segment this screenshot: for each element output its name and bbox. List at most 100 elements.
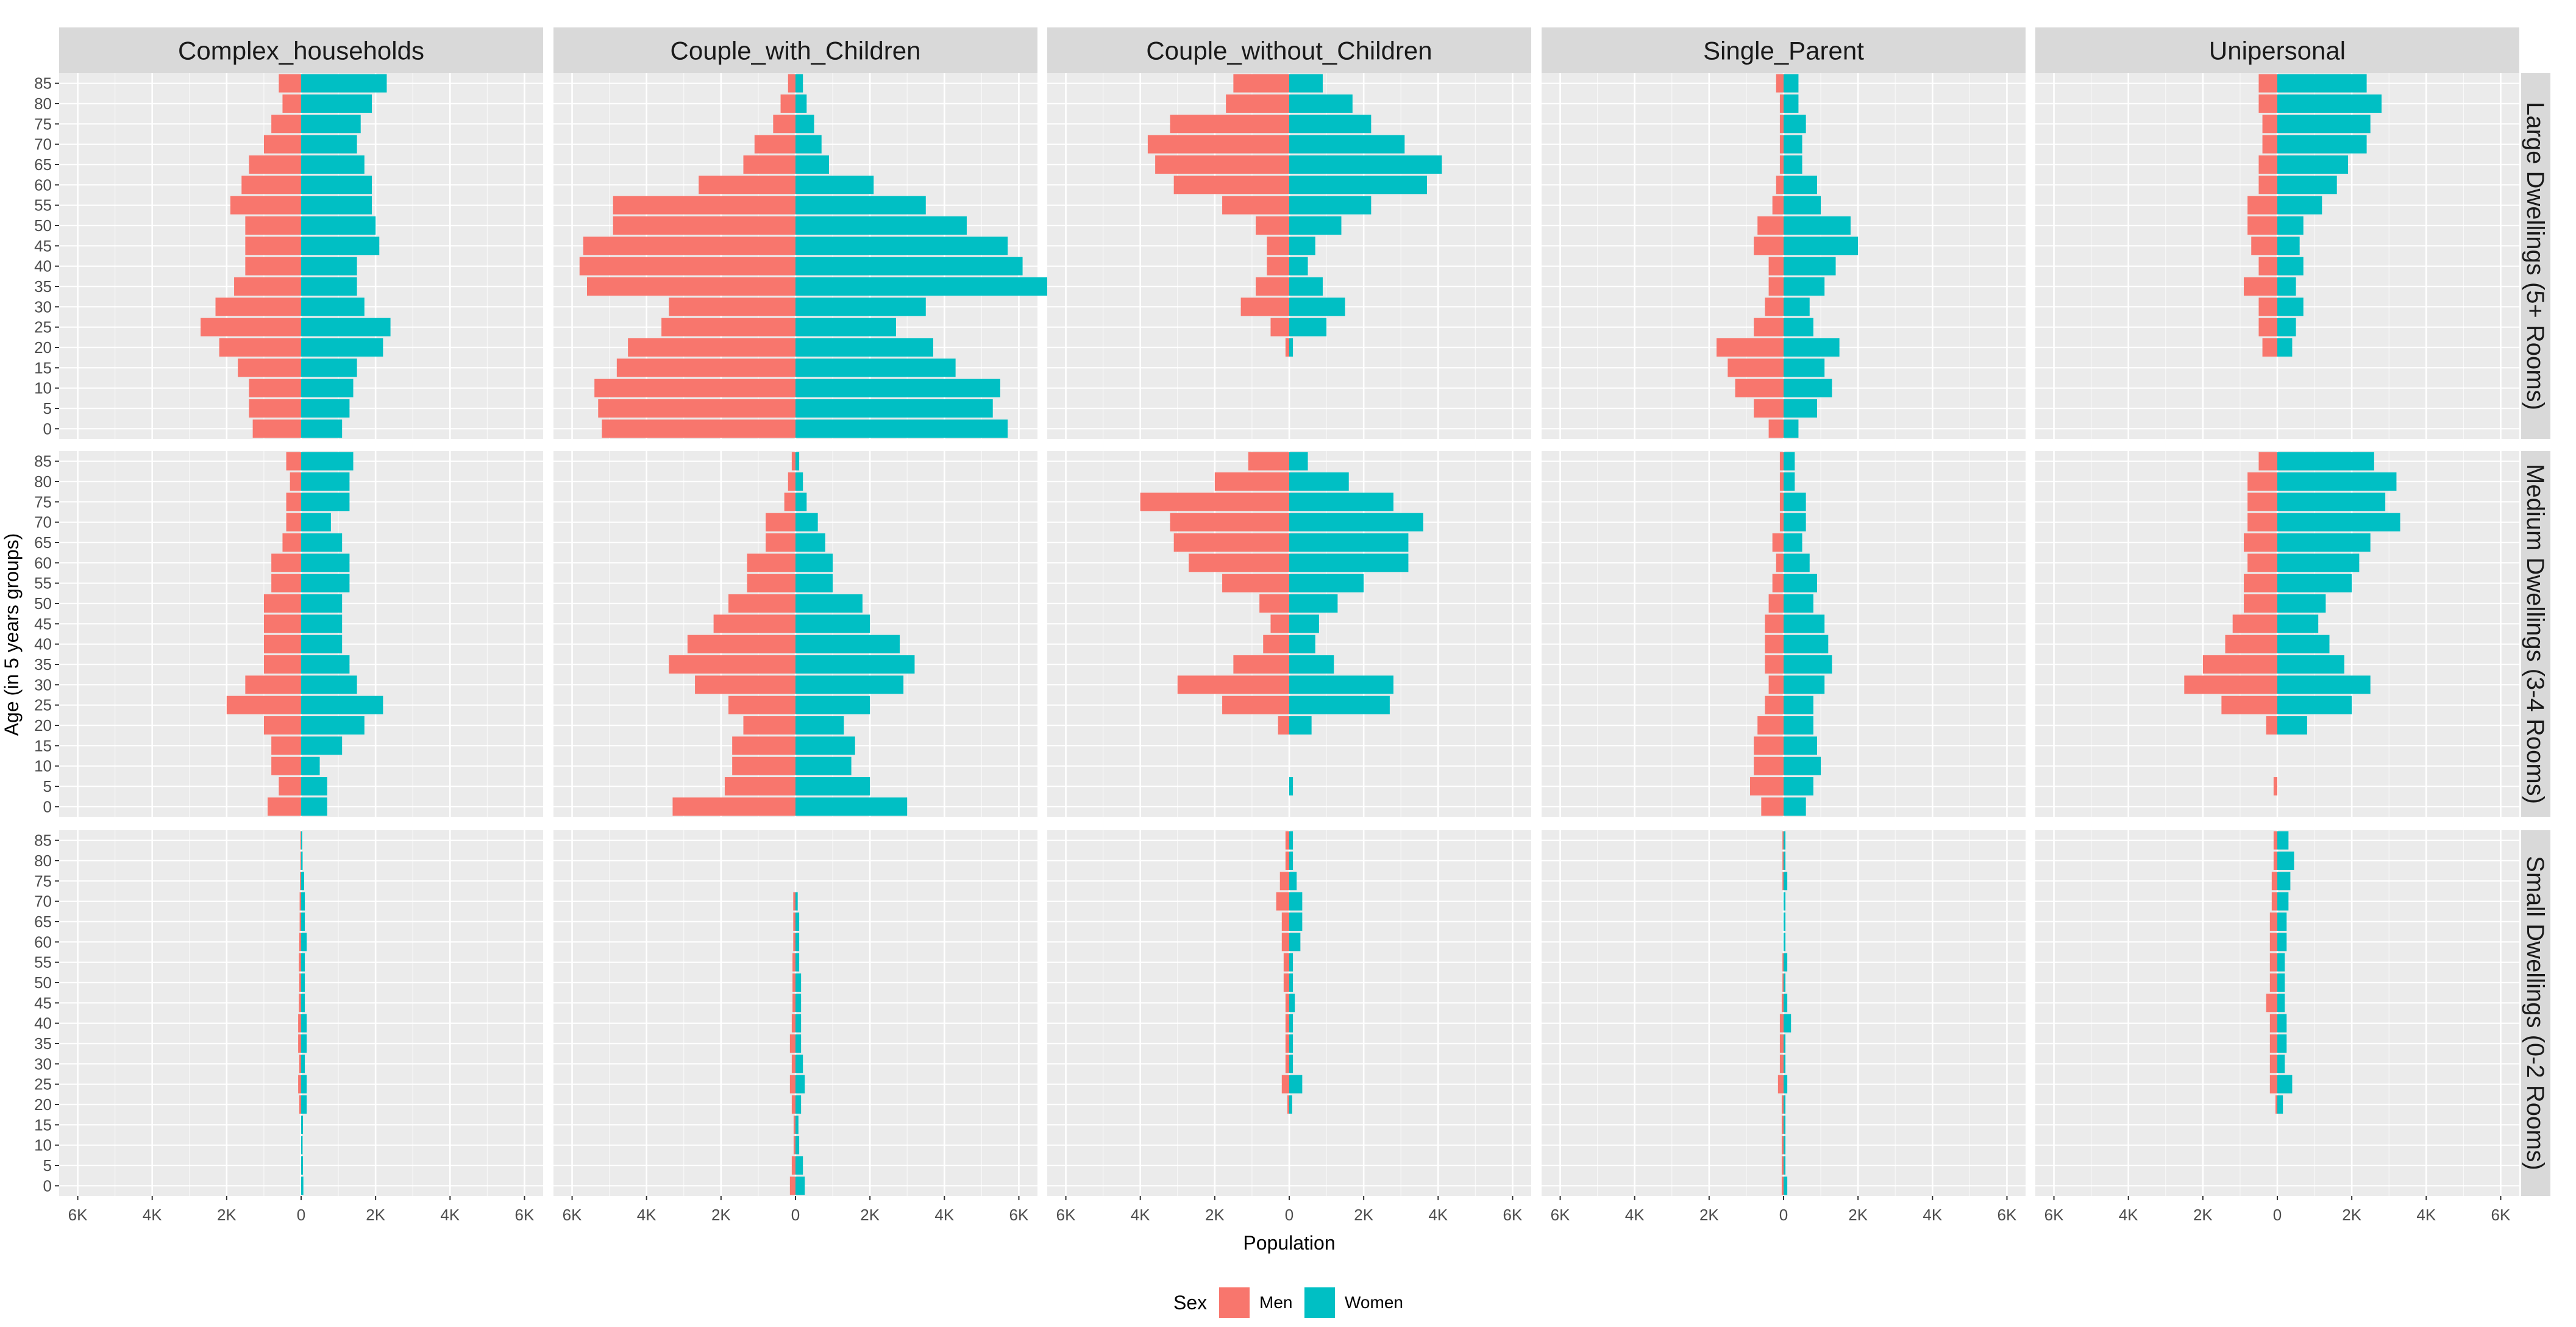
bar-women [795, 115, 814, 133]
bar-women [2277, 913, 2287, 931]
bar-women [1784, 297, 1810, 316]
y-tick-label: 85 [34, 831, 52, 850]
bar-men [1781, 1156, 1784, 1175]
bar-men [2262, 338, 2277, 357]
bar-men [793, 1115, 795, 1134]
bar-men [2273, 777, 2277, 795]
bar-women [1289, 493, 1394, 511]
y-tick-label: 80 [34, 852, 52, 870]
bar-women [1784, 594, 1813, 613]
facet-row-label: Small Dwellings (0-2 Rooms) [2522, 856, 2549, 1170]
bar-women [1289, 1055, 1293, 1073]
bar-women [1784, 655, 1832, 674]
bar-men [598, 399, 795, 418]
bar-women [2277, 1055, 2285, 1073]
bar-women [1289, 472, 1349, 491]
bar-women [301, 872, 304, 891]
bar-men [263, 594, 301, 613]
bar-men [791, 1055, 795, 1073]
bar-men [728, 594, 795, 613]
bar-women [2277, 196, 2322, 215]
facet-row-strip-2 [2521, 830, 2550, 1196]
bar-men [1256, 216, 1289, 235]
bar-men [1285, 338, 1289, 357]
bar-women [795, 338, 933, 357]
bar-men [1757, 216, 1784, 235]
bar-men [299, 933, 301, 952]
bar-women [1289, 1034, 1293, 1053]
bar-women [795, 94, 807, 113]
bar-men [792, 994, 795, 1012]
bar-women [795, 1014, 802, 1033]
bar-men [791, 1156, 795, 1175]
bar-women [1289, 635, 1315, 653]
facet-column-label: Couple_with_Children [671, 37, 921, 65]
y-tick-label: 50 [34, 594, 52, 613]
bar-men [1754, 736, 1784, 755]
bar-men [1279, 872, 1289, 891]
y-axis-title: Age (in 5 years groups) [1, 533, 23, 736]
facet-strip-1 [553, 27, 1037, 73]
bar-men [1781, 1176, 1784, 1195]
bar-men [780, 94, 795, 113]
x-tick-label: 0 [2273, 1206, 2282, 1224]
x-tick-label: 2K [711, 1206, 731, 1224]
bar-men [298, 1014, 301, 1033]
y-tick-label: 15 [34, 1115, 52, 1134]
x-tick-label: 4K [637, 1206, 656, 1224]
bar-men [2244, 533, 2277, 552]
y-tick-label: 30 [34, 297, 52, 316]
y-tick-label: 80 [34, 472, 52, 491]
bar-women [2277, 338, 2293, 357]
x-tick-label: 2K [2193, 1206, 2213, 1224]
x-tick-label: 0 [297, 1206, 305, 1224]
y-tick-label: 55 [34, 953, 52, 972]
bar-men [298, 1034, 301, 1053]
bar-men [788, 472, 795, 491]
panel-0-2 [1047, 73, 1531, 439]
bar-men [1765, 297, 1784, 316]
bar-women [301, 933, 307, 952]
bar-men [2202, 655, 2277, 674]
bar-men [1281, 1075, 1289, 1094]
bar-women [1784, 196, 1821, 215]
y-tick-label: 15 [34, 358, 52, 377]
bar-women [1289, 716, 1312, 735]
x-tick-label: 4K [934, 1206, 954, 1224]
bar-women [1784, 358, 1825, 377]
bar-men [2247, 216, 2277, 235]
bar-men [1782, 852, 1784, 870]
bar-women [1289, 655, 1334, 674]
bar-men [268, 797, 301, 816]
bar-men [791, 1095, 795, 1114]
bar-women [795, 1115, 799, 1134]
bar-men [1263, 635, 1289, 653]
x-tick-label: 6K [1056, 1206, 1076, 1224]
bar-women [2277, 892, 2289, 911]
facet-column-label: Complex_households [178, 37, 424, 65]
bar-women [1289, 1075, 1303, 1094]
bar-men [279, 74, 301, 93]
bar-men [234, 277, 301, 296]
bar-women [2277, 533, 2371, 552]
bar-women [795, 675, 904, 694]
bar-women [1784, 716, 1813, 735]
y-tick-label: 40 [34, 1014, 52, 1033]
bar-men [687, 635, 795, 653]
bar-men [252, 419, 301, 438]
bar-women [795, 399, 993, 418]
bar-men [238, 358, 301, 377]
bar-women [301, 155, 365, 174]
y-tick-label: 75 [34, 493, 52, 511]
bar-men [299, 973, 301, 992]
bar-men [728, 696, 795, 714]
bar-men [2247, 472, 2277, 491]
bar-men [2221, 696, 2277, 714]
bar-women [1289, 696, 1390, 714]
bar-women [1289, 973, 1293, 992]
bar-men [1155, 155, 1289, 174]
bar-men [1285, 994, 1289, 1012]
bar-women [1784, 472, 1795, 491]
bar-women [2277, 277, 2296, 296]
bar-men [2258, 452, 2277, 471]
